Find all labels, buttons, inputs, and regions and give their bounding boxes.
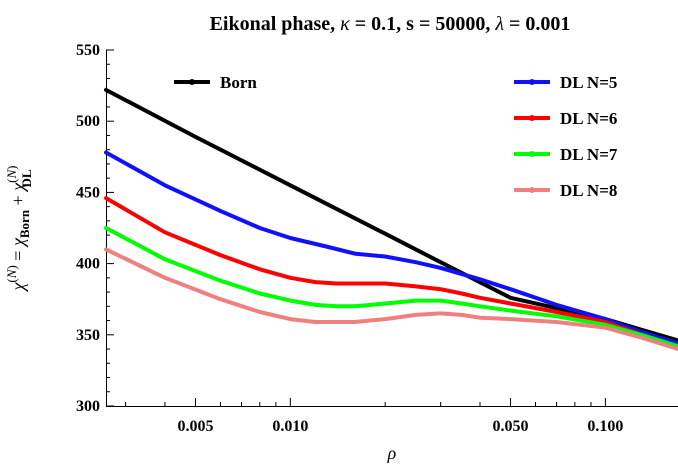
legend-label: DL N=7 bbox=[560, 145, 618, 164]
legend-label: DL N=6 bbox=[560, 109, 617, 128]
x-tick-label: 0.100 bbox=[587, 418, 623, 435]
series-line bbox=[104, 247, 678, 351]
y-tick-label: 350 bbox=[76, 327, 100, 344]
y-tick-label: 550 bbox=[76, 42, 100, 59]
series-line bbox=[104, 150, 678, 346]
legend: Born DL N=5 DL N=6 DL N=7 DL N=8 bbox=[174, 73, 618, 200]
series-group bbox=[104, 87, 678, 351]
x-axis-label: ρ bbox=[387, 443, 397, 463]
y-tick-label: 450 bbox=[76, 184, 100, 201]
chart-title: Eikonal phase, κ = 0.1, s = 50000, λ = 0… bbox=[210, 13, 571, 35]
y-axis-label: χ(N) = χBorn + χ(N)DL bbox=[4, 166, 34, 293]
series-line bbox=[104, 196, 678, 349]
y-tick-label: 400 bbox=[76, 256, 100, 273]
legend-marker bbox=[529, 151, 535, 157]
legend-marker bbox=[529, 79, 535, 85]
ticks: 300 350 400 450 500 550 0.005 0.010 0.050 0.100 bbox=[76, 42, 623, 435]
svg-text:χ(N) = χBorn + χ(N)DL: χ(N) = χBorn + χ(N)DL bbox=[4, 166, 34, 293]
x-tick-label: 0.050 bbox=[493, 418, 529, 435]
x-tick-label: 0.005 bbox=[177, 418, 213, 435]
y-tick-label: 300 bbox=[76, 398, 100, 415]
x-tick-label: 0.010 bbox=[272, 418, 308, 435]
legend-label: DL N=5 bbox=[560, 73, 617, 92]
legend-marker bbox=[529, 187, 535, 193]
legend-label: Born bbox=[220, 73, 257, 92]
legend-marker bbox=[529, 115, 535, 121]
legend-marker bbox=[189, 79, 195, 85]
legend-label: DL N=8 bbox=[560, 181, 617, 200]
series-line bbox=[104, 226, 678, 349]
y-tick-label: 500 bbox=[76, 113, 100, 130]
